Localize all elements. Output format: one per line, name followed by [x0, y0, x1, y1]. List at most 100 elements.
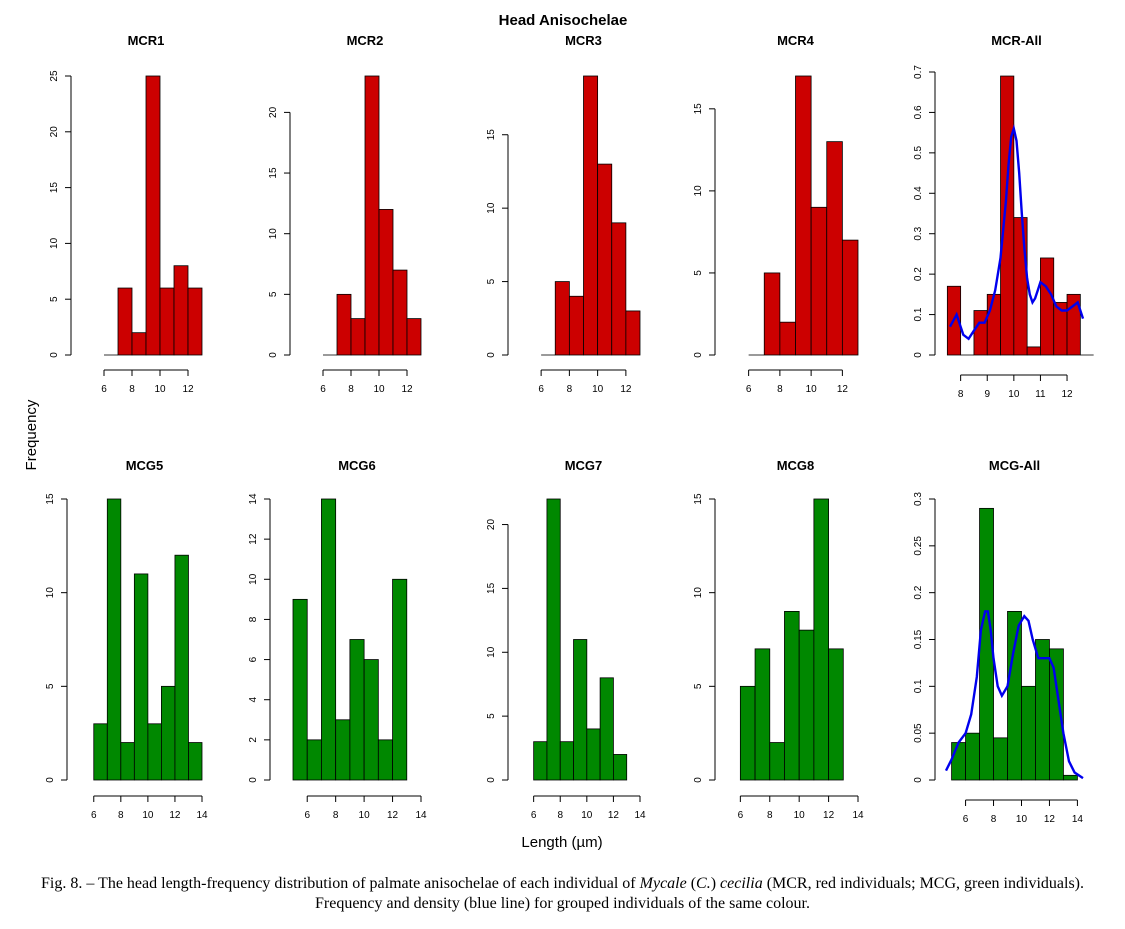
histogram-bar — [597, 163, 613, 356]
figure-title: Head Anisochelae — [499, 12, 628, 29]
x-tick-label: 8 — [958, 389, 964, 400]
histogram-bar — [1063, 774, 1078, 781]
y-tick-label: 0.15 — [913, 629, 924, 649]
caption-paren-open: ( — [686, 875, 697, 892]
x-tick-label: 10 — [359, 810, 371, 821]
y-tick-label: 0.1 — [913, 679, 924, 693]
histogram-bar — [554, 281, 570, 356]
panel-title: MCG6 — [338, 458, 376, 473]
histogram-bar — [1040, 257, 1055, 356]
x-tick-label: 10 — [1008, 389, 1020, 400]
panel-mcr2: MCR2 0 5 10 15 20 6 8 10 12 — [268, 33, 422, 395]
caption-genus: Mycale — [639, 875, 687, 892]
histogram-bar — [1049, 648, 1064, 781]
histogram-bar — [292, 598, 308, 781]
caption-text-start: Fig. 8. – The head length-frequency dist… — [41, 875, 640, 892]
y-tick-label: 15 — [49, 182, 60, 194]
x-tick-label: 10 — [373, 384, 385, 395]
x-tick-label: 10 — [794, 810, 806, 821]
panel-mcg8: MCG8 0 5 10 15 6 8 10 12 14 — [693, 458, 864, 821]
y-tick-label: 4 — [248, 696, 259, 702]
y-tick-label: 20 — [486, 519, 497, 531]
panel-title: MCG5 — [126, 458, 164, 473]
x-tick-label: 9 — [984, 389, 990, 400]
panel-title: MCR-All — [991, 33, 1042, 48]
y-tick-label: 0.5 — [913, 145, 924, 159]
x-tick-label: 8 — [567, 384, 573, 395]
y-axis-label: Frequency — [23, 399, 40, 470]
y-tick-label: 5 — [45, 683, 56, 689]
histogram-bar — [795, 75, 812, 356]
x-tick-label: 8 — [991, 814, 997, 825]
panel-title: MCR4 — [777, 33, 815, 48]
histogram-bar — [106, 498, 122, 781]
histogram-bar — [613, 754, 628, 781]
histogram-bar — [363, 659, 379, 781]
histogram-bar — [965, 732, 980, 781]
x-tick-label: 14 — [196, 810, 208, 821]
y-tick-label: 0 — [486, 777, 497, 783]
panel-title: MCR3 — [565, 33, 602, 48]
histogram-bar — [187, 287, 203, 356]
panel-title: MCG7 — [565, 458, 603, 473]
histogram-bar — [546, 498, 561, 781]
histogram-bar — [117, 287, 133, 356]
y-tick-label: 0 — [268, 352, 279, 358]
histogram-bar — [810, 206, 828, 356]
histogram-bar — [625, 310, 641, 356]
histogram-bar — [763, 272, 781, 356]
x-tick-label: 12 — [608, 810, 620, 821]
histogram-bar — [173, 265, 189, 356]
y-tick-label: 0 — [693, 352, 704, 358]
histogram-bar — [93, 723, 108, 781]
x-tick-label: 14 — [1072, 814, 1084, 825]
y-tick-label: 0.7 — [913, 65, 924, 79]
histogram-bar — [392, 269, 408, 356]
x-tick-label: 14 — [634, 810, 646, 821]
y-tick-label: 10 — [248, 573, 259, 585]
y-tick-label: 15 — [486, 129, 497, 141]
y-tick-label: 0 — [913, 777, 924, 783]
y-tick-label: 0 — [248, 777, 259, 783]
x-tick-label: 8 — [129, 384, 135, 395]
caption-paren-close: ) — [710, 875, 721, 892]
histogram-figure: Head Anisochelae Frequency Length (µm) M… — [23, 12, 1094, 850]
y-tick-label: 12 — [248, 533, 259, 545]
histogram-bar — [161, 685, 176, 781]
panel-title: MCR1 — [128, 33, 165, 48]
y-tick-label: 5 — [693, 270, 704, 276]
y-tick-label: 10 — [45, 587, 56, 599]
x-tick-label: 6 — [304, 810, 310, 821]
histogram-bar — [826, 141, 843, 356]
y-tick-label: 5 — [693, 683, 704, 689]
histogram-bar — [378, 209, 394, 356]
caption-text-end: (MCR, red individuals; MCG, green indivi… — [315, 875, 1084, 912]
y-tick-label: 15 — [45, 493, 56, 505]
y-tick-label: 5 — [49, 296, 60, 302]
y-tick-label: 20 — [268, 106, 279, 118]
y-tick-label: 0 — [49, 352, 60, 358]
panel-mcr3: MCR3 0 5 10 15 6 8 10 12 — [486, 33, 641, 395]
histogram-bar — [769, 742, 785, 781]
histogram-bar — [798, 629, 815, 781]
histogram-bar — [813, 498, 829, 781]
x-tick-label: 14 — [852, 810, 864, 821]
x-tick-label: 6 — [538, 384, 544, 395]
histogram-bar — [586, 728, 601, 781]
x-tick-label: 10 — [154, 384, 166, 395]
y-tick-label: 10 — [693, 185, 704, 197]
x-tick-label: 12 — [401, 384, 413, 395]
x-tick-label: 8 — [767, 810, 773, 821]
histogram-bar — [1007, 611, 1022, 781]
y-tick-label: 0.2 — [913, 585, 924, 599]
y-tick-label: 0.2 — [913, 267, 924, 281]
x-tick-label: 10 — [806, 384, 818, 395]
x-tick-label: 8 — [557, 810, 563, 821]
x-tick-label: 12 — [823, 810, 835, 821]
histogram-bar — [1066, 293, 1081, 356]
y-tick-label: 5 — [486, 713, 497, 719]
histogram-bar — [951, 742, 966, 781]
y-tick-label: 0.6 — [913, 105, 924, 119]
y-tick-label: 0.1 — [913, 307, 924, 321]
x-tick-label: 12 — [182, 384, 194, 395]
